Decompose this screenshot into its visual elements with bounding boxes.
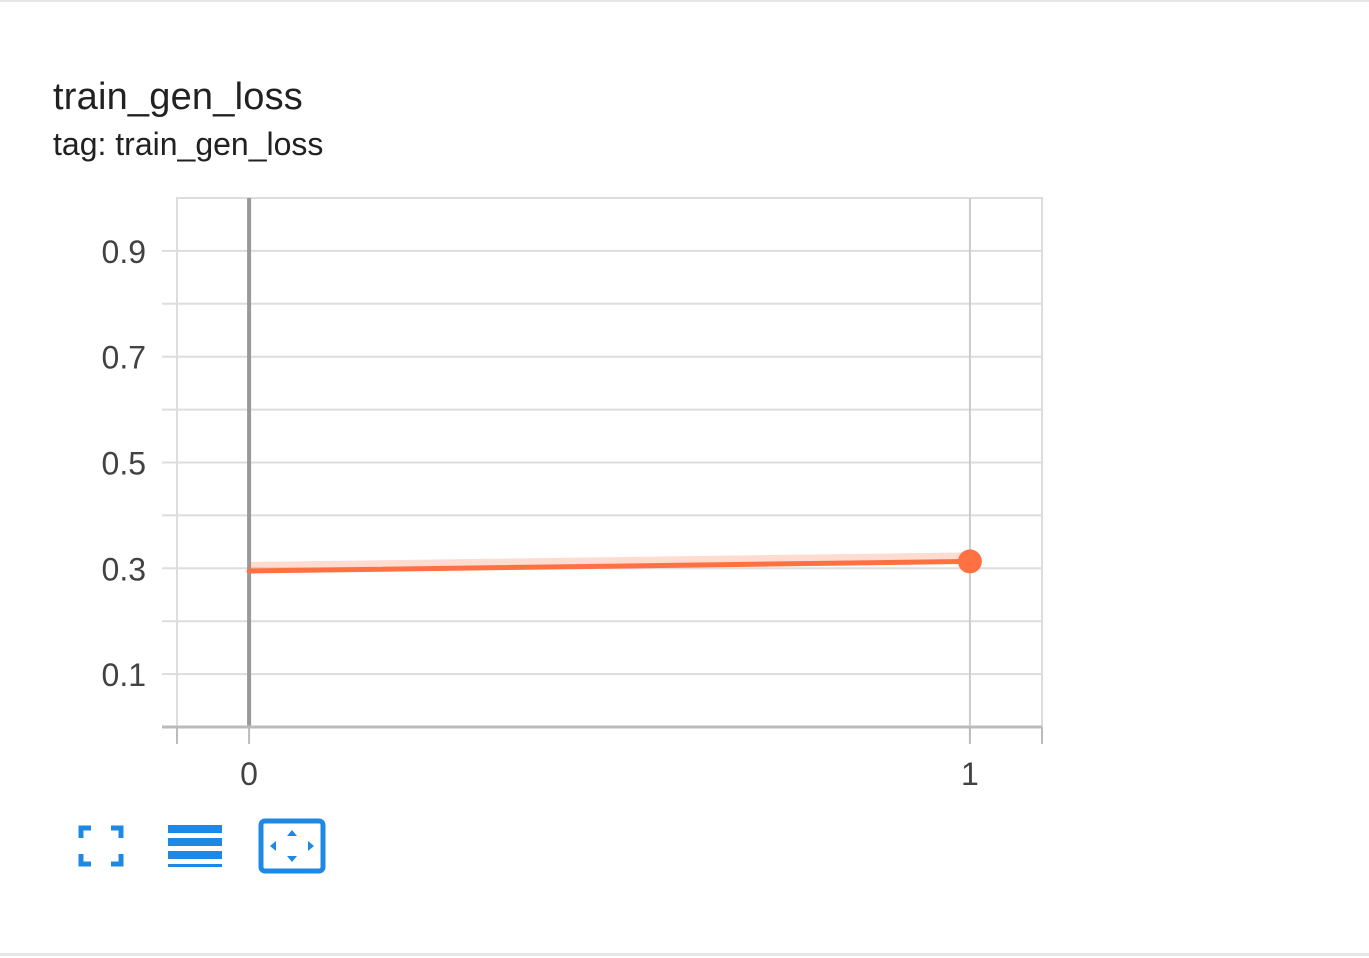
series-last-point — [957, 549, 982, 574]
chart-tag: tag: train_gen_loss — [53, 126, 324, 162]
data-table-icon — [168, 825, 222, 867]
data-table-button[interactable] — [166, 821, 224, 871]
fit-domain-button[interactable] — [258, 818, 326, 874]
y-tick-label: 0.3 — [102, 551, 146, 587]
fit-domain-icon — [258, 818, 326, 874]
y-tick-label: 0.9 — [102, 234, 146, 270]
series-raw-band — [249, 552, 970, 572]
y-tick-label: 0.5 — [102, 446, 146, 482]
series-line — [246, 558, 973, 574]
x-tick-label: 0 — [240, 756, 258, 792]
fullscreen-icon — [78, 825, 124, 867]
chart-toolbar — [76, 816, 326, 876]
x-tick-label: 1 — [961, 756, 979, 792]
y-tick-label: 0.7 — [102, 340, 146, 376]
y-tick-label: 0.1 — [102, 657, 146, 693]
fullscreen-button[interactable] — [76, 821, 126, 871]
chart-title: train_gen_loss — [53, 76, 303, 118]
